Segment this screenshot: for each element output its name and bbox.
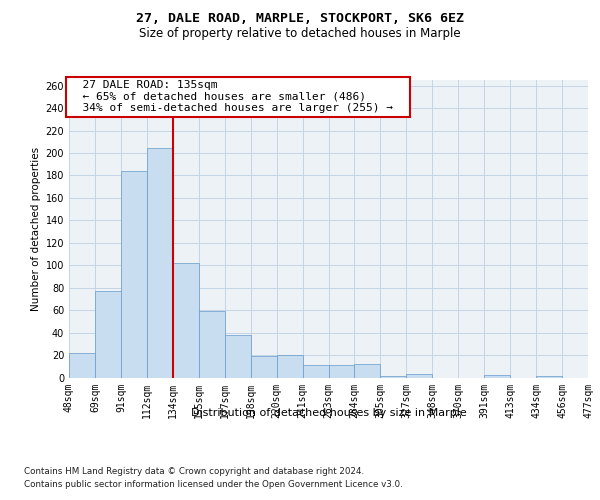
Bar [147, 148, 173, 378]
Bar [69, 353, 95, 378]
Bar [277, 355, 302, 378]
Bar [406, 374, 432, 378]
Bar [329, 365, 355, 378]
Bar [380, 376, 406, 378]
Bar [95, 291, 121, 378]
Text: Contains HM Land Registry data © Crown copyright and database right 2024.: Contains HM Land Registry data © Crown c… [24, 468, 364, 476]
Bar [121, 171, 147, 378]
Text: Contains public sector information licensed under the Open Government Licence v3: Contains public sector information licen… [24, 480, 403, 489]
Text: Size of property relative to detached houses in Marple: Size of property relative to detached ho… [139, 28, 461, 40]
Bar [251, 356, 277, 378]
Bar [225, 335, 251, 378]
Text: 27, DALE ROAD, MARPLE, STOCKPORT, SK6 6EZ: 27, DALE ROAD, MARPLE, STOCKPORT, SK6 6E… [136, 12, 464, 26]
Bar [173, 263, 199, 378]
Bar [536, 376, 562, 378]
Text: Distribution of detached houses by size in Marple: Distribution of detached houses by size … [191, 408, 467, 418]
Bar [199, 312, 224, 378]
Y-axis label: Number of detached properties: Number of detached properties [31, 146, 41, 311]
Bar [484, 376, 510, 378]
Text: 27 DALE ROAD: 135sqm  
  ← 65% of detached houses are smaller (486)  
  34% of s: 27 DALE ROAD: 135sqm ← 65% of detached h… [69, 80, 407, 113]
Bar [355, 364, 380, 378]
Bar [302, 365, 329, 378]
